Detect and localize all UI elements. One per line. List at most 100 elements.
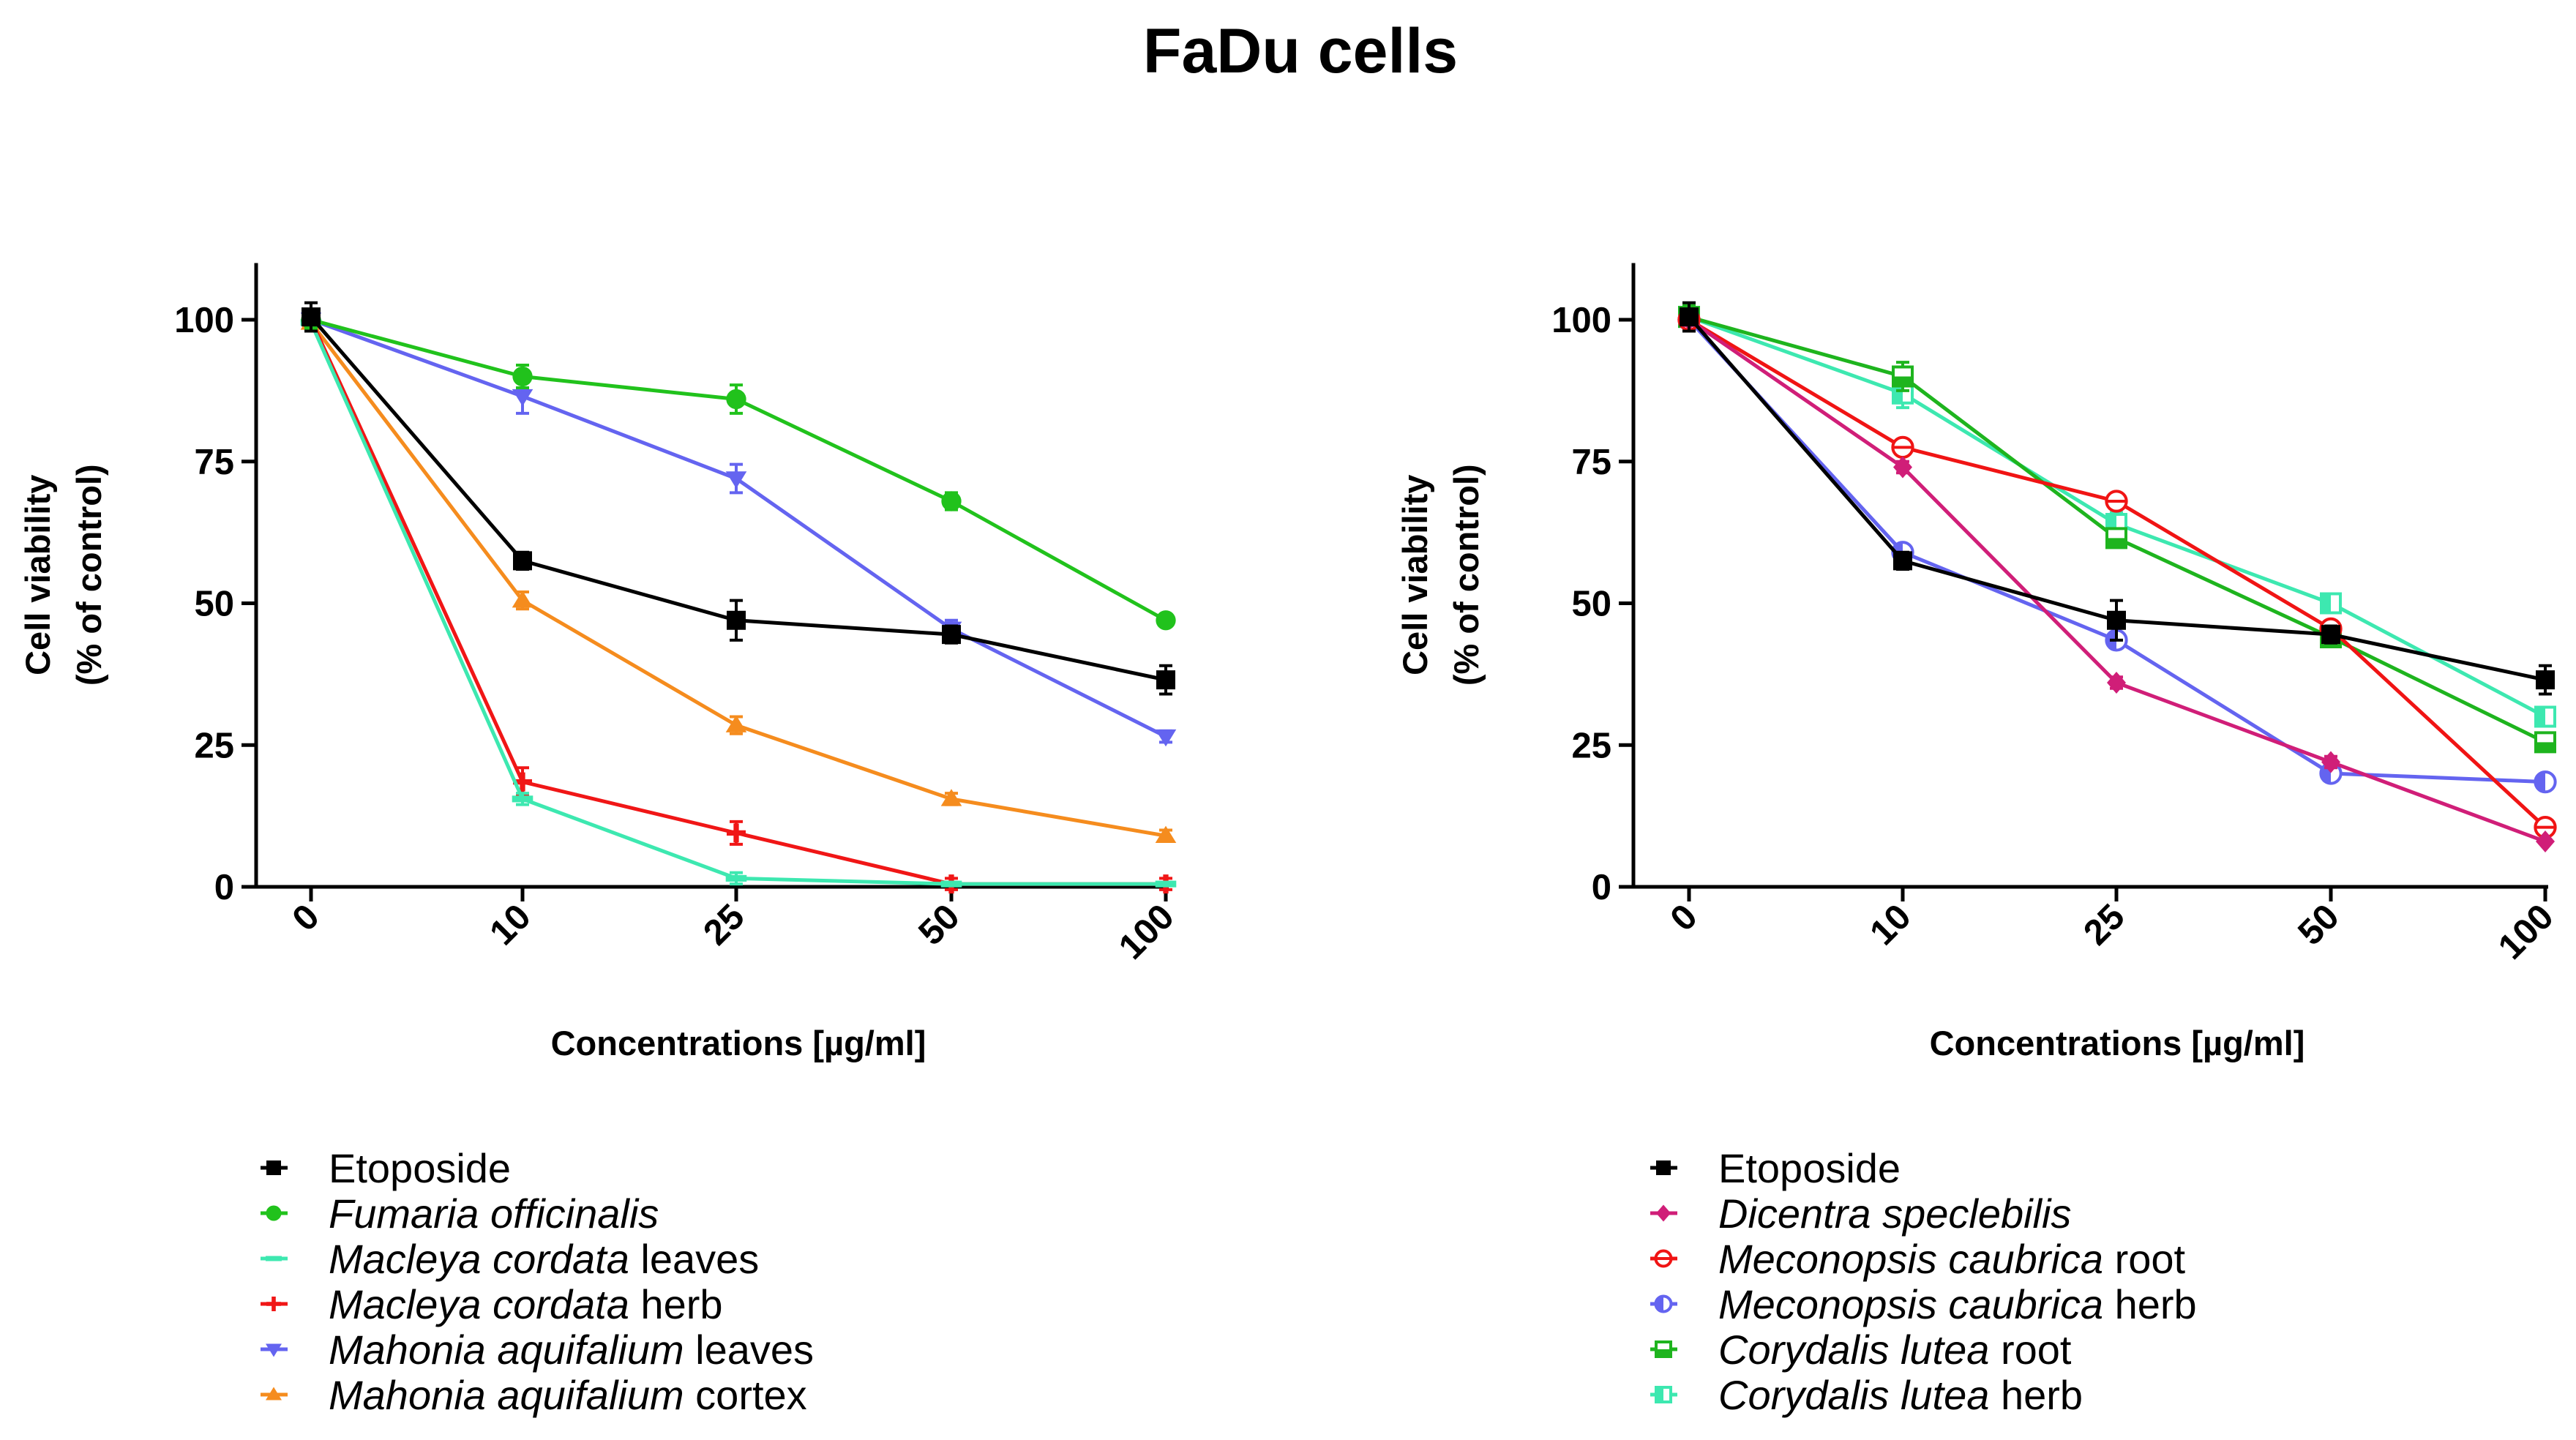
legend-label-suffix: herb <box>629 1281 723 1327</box>
x-tick-label: 25 <box>696 897 752 953</box>
series-etoposide <box>1680 301 2555 696</box>
y-tick-label: 100 <box>1551 301 1611 340</box>
legend-label: Fumaria officinalis <box>329 1190 659 1237</box>
data-point <box>725 874 747 882</box>
legend-label-italic: Meconopsis caubrica <box>1718 1236 2103 1282</box>
y-axis-label: (% of control) <box>70 464 108 686</box>
legend-label-suffix: herb <box>1989 1372 2083 1418</box>
data-point <box>1680 307 1699 327</box>
data-point <box>726 389 746 410</box>
y-tick-label: 75 <box>194 443 234 482</box>
legend-label: Etoposide <box>1718 1145 1901 1191</box>
data-point <box>725 471 747 489</box>
x-tick-label: 50 <box>2291 897 2347 953</box>
data-point <box>2107 538 2126 548</box>
data-point <box>1155 729 1177 747</box>
legend-item: Macleya cordata herb <box>261 1281 723 1327</box>
legend-marker <box>266 1256 282 1261</box>
series-dicentra-speclebilis <box>1680 309 2555 852</box>
legend-label-suffix: leaves <box>684 1327 814 1373</box>
chart-panel-left: 0 25 50 75 100 0 10 25 50 100 Concentrations [µg/m… <box>18 263 1182 1418</box>
data-point <box>2535 771 2545 792</box>
legend-label-suffix: cortex <box>684 1372 807 1418</box>
data-point <box>1893 383 1903 403</box>
data-point <box>1155 880 1177 888</box>
series-meconopsis-caubrica-root <box>1677 308 2557 839</box>
data-point <box>512 590 533 608</box>
y-axis-label: Cell viability <box>18 475 57 675</box>
legend-marker <box>1656 1204 1671 1222</box>
legend-item: Macleya cordata leaves <box>261 1236 759 1282</box>
legend-label: Dicentra speclebilis <box>1718 1190 2071 1237</box>
legend-label: Mahonia aquifalium cortex <box>329 1372 807 1418</box>
data-point <box>520 772 525 792</box>
legend-item: Meconopsis caubrica root <box>1650 1236 2186 1282</box>
data-point <box>2321 751 2340 773</box>
legend-label-italic: Macleya cordata <box>329 1236 629 1282</box>
series-etoposide <box>302 301 1175 696</box>
series-corydalis-lutea-herb <box>1678 306 2556 728</box>
legend-label-suffix: root <box>2103 1236 2185 1282</box>
legend-label: Corydalis lutea herb <box>1718 1372 2083 1418</box>
legend-marker <box>266 1387 282 1400</box>
legend-label-italic: Mahonia aquifalium <box>329 1372 684 1418</box>
legend-item: Mahonia aquifalium cortex <box>261 1372 807 1418</box>
x-tick-label: 50 <box>911 897 967 953</box>
series-line <box>1688 318 2547 829</box>
data-point <box>2536 707 2545 727</box>
y-axis-label: Cell viability <box>1396 475 1434 675</box>
data-point <box>2321 593 2331 613</box>
legend-item: Meconopsis caubrica herb <box>1650 1281 2197 1327</box>
x-tick-label: 100 <box>1112 897 1182 967</box>
data-point <box>513 551 532 571</box>
data-point <box>1156 610 1176 631</box>
series-meconopsis-caubrica-herb <box>1677 308 2557 794</box>
x-axis-label: Concentrations [µg/ml] <box>551 1024 926 1062</box>
legend-label: Macleya cordata herb <box>329 1281 723 1327</box>
legend-marker <box>1656 1349 1671 1357</box>
y-tick-label: 0 <box>1592 868 1611 907</box>
legend-item: Corydalis lutea herb <box>1650 1372 2083 1418</box>
legend-label-suffix: root <box>1989 1327 2071 1373</box>
data-point <box>942 625 961 645</box>
legend-label: Etoposide <box>329 1145 511 1191</box>
legend-marker <box>1655 1296 1663 1312</box>
legend-item: Fumaria officinalis <box>261 1190 659 1237</box>
data-point <box>2107 610 2126 630</box>
legend-marker <box>266 1205 282 1221</box>
y-tick-label: 25 <box>1571 726 1611 765</box>
x-tick-label: 0 <box>1663 897 1704 939</box>
legend-item: Corydalis lutea root <box>1650 1327 2072 1373</box>
data-point <box>940 880 962 888</box>
y-tick-label: 50 <box>194 585 234 624</box>
figure-title: FaDu cells <box>1143 16 1458 86</box>
x-tick-label: 0 <box>285 897 326 939</box>
legend-label-italic: Corydalis lutea <box>1718 1327 1989 1373</box>
series-line <box>1688 318 2546 784</box>
legend-marker <box>1656 1160 1671 1175</box>
data-point <box>1156 670 1175 690</box>
data-point <box>512 389 533 407</box>
data-point <box>2536 830 2555 852</box>
legend-item: Etoposide <box>1650 1145 1901 1191</box>
legend-label: Meconopsis caubrica root <box>1718 1236 2186 1282</box>
x-axis-label: Concentrations [µg/ml] <box>1930 1024 2305 1062</box>
data-point <box>1155 825 1177 843</box>
series-line <box>310 318 1167 738</box>
y-tick-label: 100 <box>174 301 234 340</box>
data-point <box>2536 742 2555 752</box>
data-point <box>940 789 962 806</box>
legend-label-italic: Meconopsis caubrica <box>1718 1281 2103 1327</box>
legend-label-italic: Corydalis lutea <box>1718 1372 1989 1418</box>
legend-item: Dicentra speclebilis <box>1650 1190 2071 1237</box>
x-tick-label: 100 <box>2491 897 2561 967</box>
legend-label-suffix: herb <box>2103 1281 2197 1327</box>
legend-label: Mahonia aquifalium leaves <box>329 1327 814 1373</box>
x-tick-label: 10 <box>482 897 539 953</box>
legend-marker <box>266 1160 281 1175</box>
data-point <box>302 307 321 327</box>
data-point <box>512 795 533 803</box>
data-point <box>941 491 962 511</box>
y-tick-label: 50 <box>1571 585 1611 624</box>
